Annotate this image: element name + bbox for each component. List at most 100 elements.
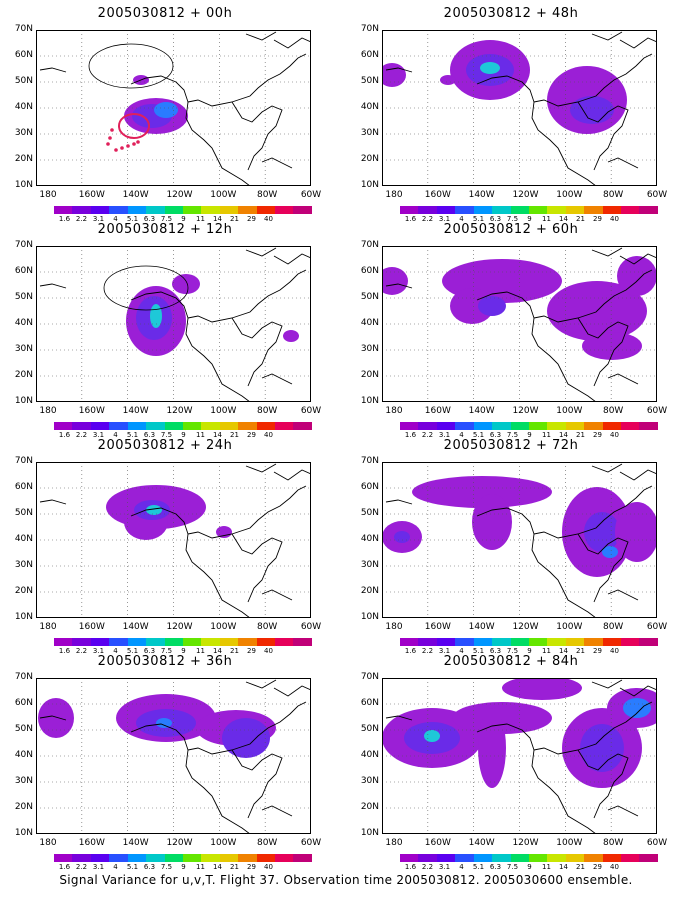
latitude-label: 30N: [14, 776, 33, 786]
colorbar-swatch: [473, 206, 493, 214]
colorbar-swatch: [293, 638, 312, 646]
colorbar-label: 3.1: [438, 647, 451, 655]
colorbar: [400, 422, 658, 430]
colorbar-label: 21: [576, 431, 585, 439]
colorbar-swatch: [201, 422, 220, 430]
colorbar-label: 11: [542, 431, 551, 439]
map-panel: 2005030812 + 24h 70N 60N 50N 40N 30N 20N 10N 180…: [0, 438, 330, 656]
colorbar-label: 5.1: [126, 647, 139, 655]
panel-title: 2005030812 + 12h: [97, 222, 233, 237]
latitude-label: 50N: [14, 76, 33, 86]
colorbar-label: 3.1: [92, 647, 105, 655]
longitude-label: 60W: [300, 190, 322, 200]
longitude-label: 160W: [78, 838, 105, 848]
colorbar-swatch: [164, 422, 183, 430]
longitude-label: 160W: [424, 622, 451, 632]
colorbar-swatch: [639, 422, 658, 430]
map-frame: [382, 678, 657, 834]
colorbar-label: 2.2: [75, 647, 88, 655]
colorbar-swatch: [256, 422, 276, 430]
colorbar-label: 7.5: [160, 647, 173, 655]
map-panel: 2005030812 + 12h 70N 60N 50N 40N 30N 20N 10N 180…: [0, 222, 330, 440]
colorbar-label: 11: [542, 647, 551, 655]
colorbar-swatch: [219, 638, 239, 646]
coastline: [385, 679, 657, 834]
colorbar-swatch: [455, 422, 474, 430]
colorbar-swatch: [418, 422, 437, 430]
longitude-label: 160W: [424, 190, 451, 200]
colorbar-swatch: [528, 638, 548, 646]
variance-contour: [216, 526, 232, 538]
colorbar-swatch: [584, 854, 603, 862]
latitude-label: 30N: [360, 560, 379, 570]
colorbar-swatch: [418, 206, 437, 214]
colorbar-label: 11: [196, 647, 205, 655]
colorbar-swatch: [436, 638, 456, 646]
longitude-label: 100W: [556, 838, 583, 848]
variance-contour: [615, 502, 657, 562]
longitude-label: 120W: [166, 190, 193, 200]
colorbar-label: 40: [264, 863, 273, 871]
variance-contour: [382, 267, 408, 295]
latitude-label: 40N: [14, 534, 33, 544]
latitude-label: 40N: [360, 534, 379, 544]
colorbar-label: 9: [527, 647, 532, 655]
colorbar-label: 6.3: [489, 863, 502, 871]
colorbar-swatch: [455, 206, 474, 214]
colorbar-swatch: [565, 206, 585, 214]
colorbar: [54, 206, 312, 214]
colorbar-label: 2.2: [75, 431, 88, 439]
latitude-label: 20N: [360, 802, 379, 812]
latitude-label: 40N: [360, 102, 379, 112]
colorbar-labels: 1.6 2.2 3.1 4 5.1 6.3 7.5 9 11 14 21 29 40: [402, 647, 623, 655]
variance-contour: [478, 296, 506, 316]
longitude-label: 140W: [122, 190, 149, 200]
panel-title: 2005030812 + 84h: [443, 654, 579, 669]
colorbar-swatch: [256, 206, 276, 214]
colorbar-swatch: [510, 422, 529, 430]
map-panel: 2005030812 + 72h 70N 60N 50N 40N 30N 20N 10N 180…: [346, 438, 676, 656]
map-border: [382, 30, 657, 186]
colorbar-label: 5.1: [472, 863, 485, 871]
colorbar-label: 11: [542, 863, 551, 871]
colorbar-swatch: [164, 854, 183, 862]
latitude-label: 70N: [360, 240, 379, 250]
colorbar-swatch: [436, 422, 456, 430]
longitude-label: 140W: [122, 838, 149, 848]
colorbar-swatch: [90, 638, 110, 646]
colorbar-swatch: [436, 854, 456, 862]
longitude-label: 120W: [512, 838, 539, 848]
colorbar-label: 11: [196, 863, 205, 871]
colorbar-label: 40: [610, 215, 619, 223]
colorbar-label: 5.1: [126, 431, 139, 439]
map-border: [382, 678, 657, 834]
latitude-label: 10N: [14, 396, 33, 406]
map-panel: 2005030812 + 48h 70N 60N 50N 40N 30N 20N 10N 180…: [346, 6, 676, 224]
colorbar-label: 7.5: [160, 863, 173, 871]
panel-title: 2005030812 + 24h: [97, 438, 233, 453]
colorbar-label: 1.6: [58, 863, 71, 871]
colorbar-labels: 1.6 2.2 3.1 4 5.1 6.3 7.5 9 11 14 21 29 40: [402, 863, 623, 871]
colorbar-swatch: [146, 638, 165, 646]
colorbar-label: 11: [542, 215, 551, 223]
colorbar-label: 29: [593, 647, 602, 655]
variance-contour: [502, 678, 582, 700]
colorbar-label: 29: [247, 647, 256, 655]
variance-contour: [450, 288, 494, 324]
colorbar-swatch: [510, 638, 529, 646]
colorbar-label: 21: [230, 863, 239, 871]
coastline: [39, 247, 311, 402]
latitude-label: 20N: [14, 802, 33, 812]
latitude-label: 30N: [14, 344, 33, 354]
colorbar-swatch: [72, 854, 91, 862]
colorbar-label: 3.1: [438, 215, 451, 223]
colorbar-label: 21: [230, 647, 239, 655]
colorbar-swatch: [182, 854, 202, 862]
colorbar-label: 4: [113, 647, 118, 655]
colorbar-swatch: [565, 854, 585, 862]
colorbar-swatch: [109, 638, 128, 646]
colorbar-label: 7.5: [160, 215, 173, 223]
colorbar-label: 4: [113, 431, 118, 439]
colorbar-swatch: [547, 638, 566, 646]
longitude-label: 160W: [424, 406, 451, 416]
